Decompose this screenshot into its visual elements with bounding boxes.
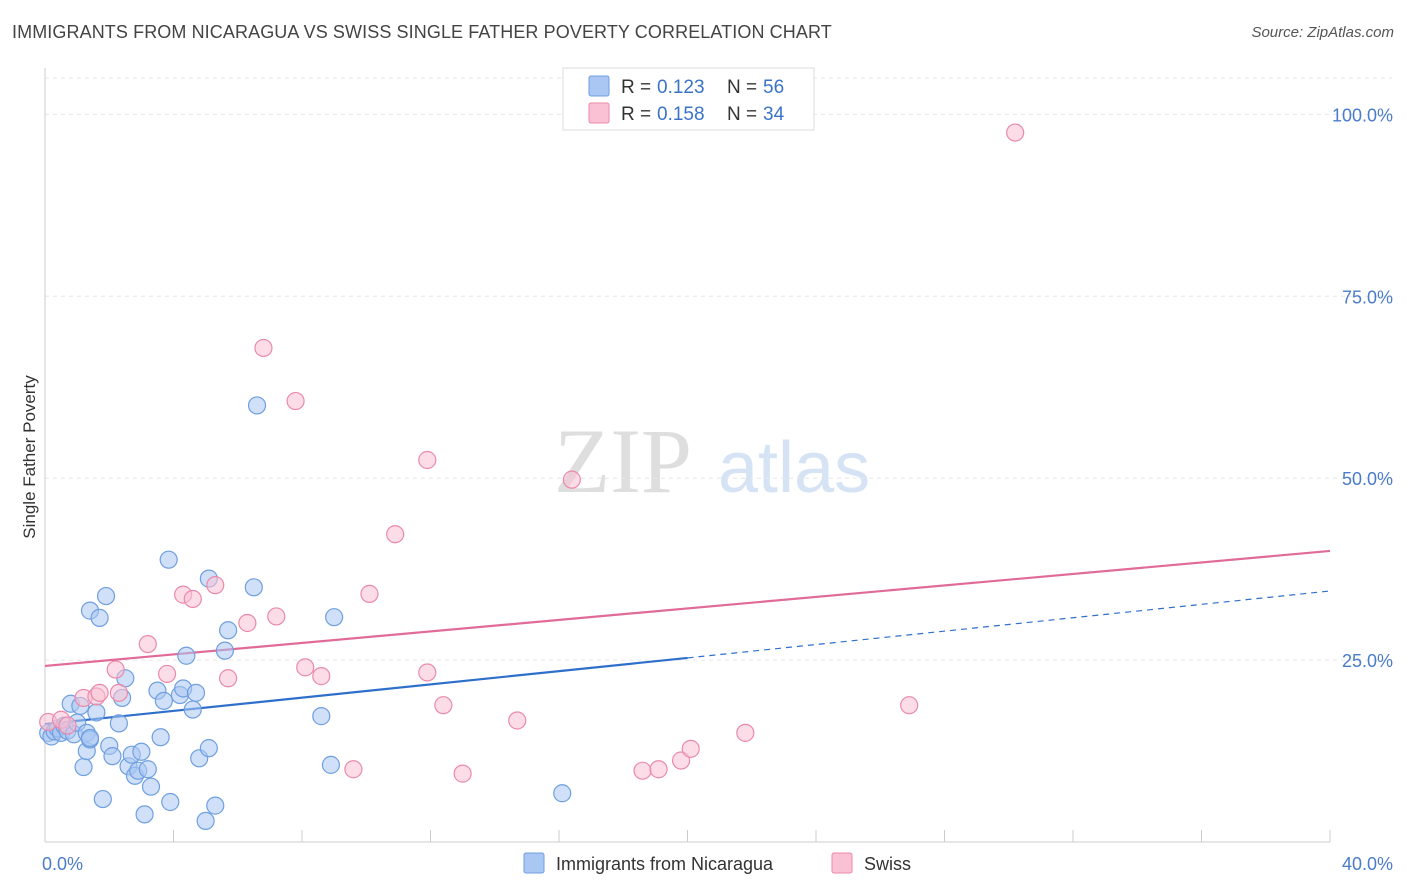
legend-n-label: N =: [727, 104, 757, 125]
data-point-swiss: [109, 683, 128, 702]
data-point-swiss: [360, 584, 379, 603]
legend-r-value-swiss: 0.158: [657, 104, 705, 125]
trend-lines: [44, 549, 1331, 726]
bottom-legend: Immigrants from Nicaragua Swiss: [523, 852, 911, 874]
data-point-swiss: [434, 696, 453, 715]
bottom-legend-label-swiss: Swiss: [864, 854, 911, 874]
legend-r-label: R =: [621, 77, 651, 98]
data-point-nicaragua: [215, 641, 234, 660]
data-point-swiss: [1006, 123, 1025, 142]
legend-n-label: N =: [727, 77, 757, 98]
x-tick-labels: 0.0% 40.0%: [42, 854, 1393, 874]
data-point-swiss: [453, 764, 472, 783]
y-tick-labels: 25.0% 50.0% 75.0% 100.0%: [1332, 105, 1393, 671]
data-point-swiss: [508, 711, 527, 730]
data-point-swiss: [386, 525, 405, 544]
gridlines: [45, 77, 1392, 661]
data-points: [39, 123, 1025, 830]
data-point-swiss: [418, 450, 437, 470]
data-point-swiss: [254, 338, 273, 358]
data-point-swiss: [138, 634, 157, 654]
data-point-nicaragua: [141, 777, 161, 796]
legend: R = 0.123 N = 56 R = 0.158 N = 34: [562, 67, 815, 131]
data-point-nicaragua: [159, 550, 178, 569]
bottom-legend-swatch-nicaragua: [523, 852, 545, 874]
legend-swatch-nicaragua: [588, 75, 610, 97]
data-point-nicaragua: [151, 728, 170, 747]
watermark-zip: ZIP: [554, 410, 692, 512]
y-tick-label: 50.0%: [1342, 469, 1393, 489]
data-point-swiss: [206, 576, 225, 595]
data-point-swiss: [681, 739, 700, 758]
data-point-nicaragua: [154, 691, 173, 710]
data-point-nicaragua: [312, 707, 331, 726]
y-tick-label: 100.0%: [1332, 105, 1393, 125]
data-point-swiss: [344, 760, 363, 779]
data-point-swiss: [671, 751, 691, 770]
data-point-nicaragua: [177, 646, 196, 665]
data-point-swiss: [296, 658, 315, 677]
data-point-nicaragua: [553, 784, 572, 803]
bottom-legend-swatch-swiss: [831, 852, 853, 874]
data-point-nicaragua: [74, 757, 93, 777]
data-point-swiss: [418, 663, 437, 682]
data-point-nicaragua: [103, 747, 122, 766]
data-point-nicaragua: [199, 739, 218, 758]
data-point-swiss: [649, 760, 668, 779]
data-point-nicaragua: [96, 586, 116, 606]
trend-line-extension: [687, 590, 1331, 659]
data-point-swiss: [157, 664, 177, 684]
legend-r-label: R =: [621, 104, 651, 125]
legend-r-value-nicaragua: 0.123: [657, 77, 705, 98]
data-point-swiss: [219, 669, 238, 688]
data-point-nicaragua: [244, 578, 263, 597]
source-label: Source: ZipAtlas.com: [1251, 24, 1394, 41]
data-point-nicaragua: [206, 796, 225, 815]
legend-n-value-nicaragua: 56: [763, 77, 784, 98]
trend-line-swiss: [44, 549, 1331, 668]
data-point-nicaragua: [87, 703, 106, 722]
x-tick-label: 0.0%: [42, 854, 83, 874]
data-point-nicaragua: [90, 608, 109, 627]
data-point-swiss: [90, 683, 109, 702]
data-point-nicaragua: [138, 760, 157, 779]
data-point-swiss: [736, 723, 755, 742]
data-point-swiss: [312, 667, 331, 686]
data-point-nicaragua: [325, 608, 344, 627]
data-point-swiss: [238, 613, 257, 633]
data-point-nicaragua: [247, 396, 267, 415]
bottom-legend-label-nicaragua: Immigrants from Nicaragua: [556, 854, 774, 874]
data-point-swiss: [58, 716, 77, 735]
y-tick-label: 75.0%: [1342, 287, 1393, 307]
data-point-nicaragua: [109, 714, 128, 733]
data-point-swiss: [106, 660, 125, 679]
data-point-nicaragua: [219, 621, 238, 640]
data-point-swiss: [183, 589, 202, 609]
data-point-nicaragua: [93, 789, 112, 809]
data-point-swiss: [286, 391, 305, 411]
y-axis-label: Single Father Poverty: [20, 375, 39, 539]
chart-title: IMMIGRANTS FROM NICARAGUA VS SWISS SINGL…: [12, 22, 832, 42]
watermark-atlas: atlas: [718, 428, 870, 508]
data-point-nicaragua: [321, 755, 341, 774]
data-point-nicaragua: [80, 728, 100, 748]
legend-n-value-swiss: 34: [763, 104, 785, 125]
data-point-swiss: [267, 607, 286, 626]
trend-line-nicaragua: [44, 656, 688, 726]
data-point-nicaragua: [196, 811, 215, 830]
data-point-nicaragua: [132, 742, 151, 761]
data-point-nicaragua: [186, 683, 206, 702]
data-point-swiss: [900, 696, 919, 715]
x-tick-label: 40.0%: [1342, 854, 1393, 874]
data-point-nicaragua: [183, 700, 202, 719]
axes: [44, 68, 1331, 843]
watermark: ZIP atlas: [554, 410, 870, 512]
legend-swatch-swiss: [588, 102, 610, 124]
data-point-swiss: [633, 761, 652, 780]
data-point-nicaragua: [135, 805, 154, 824]
y-tick-label: 25.0%: [1342, 651, 1393, 671]
data-point-nicaragua: [161, 792, 180, 812]
data-point-swiss: [562, 470, 581, 489]
